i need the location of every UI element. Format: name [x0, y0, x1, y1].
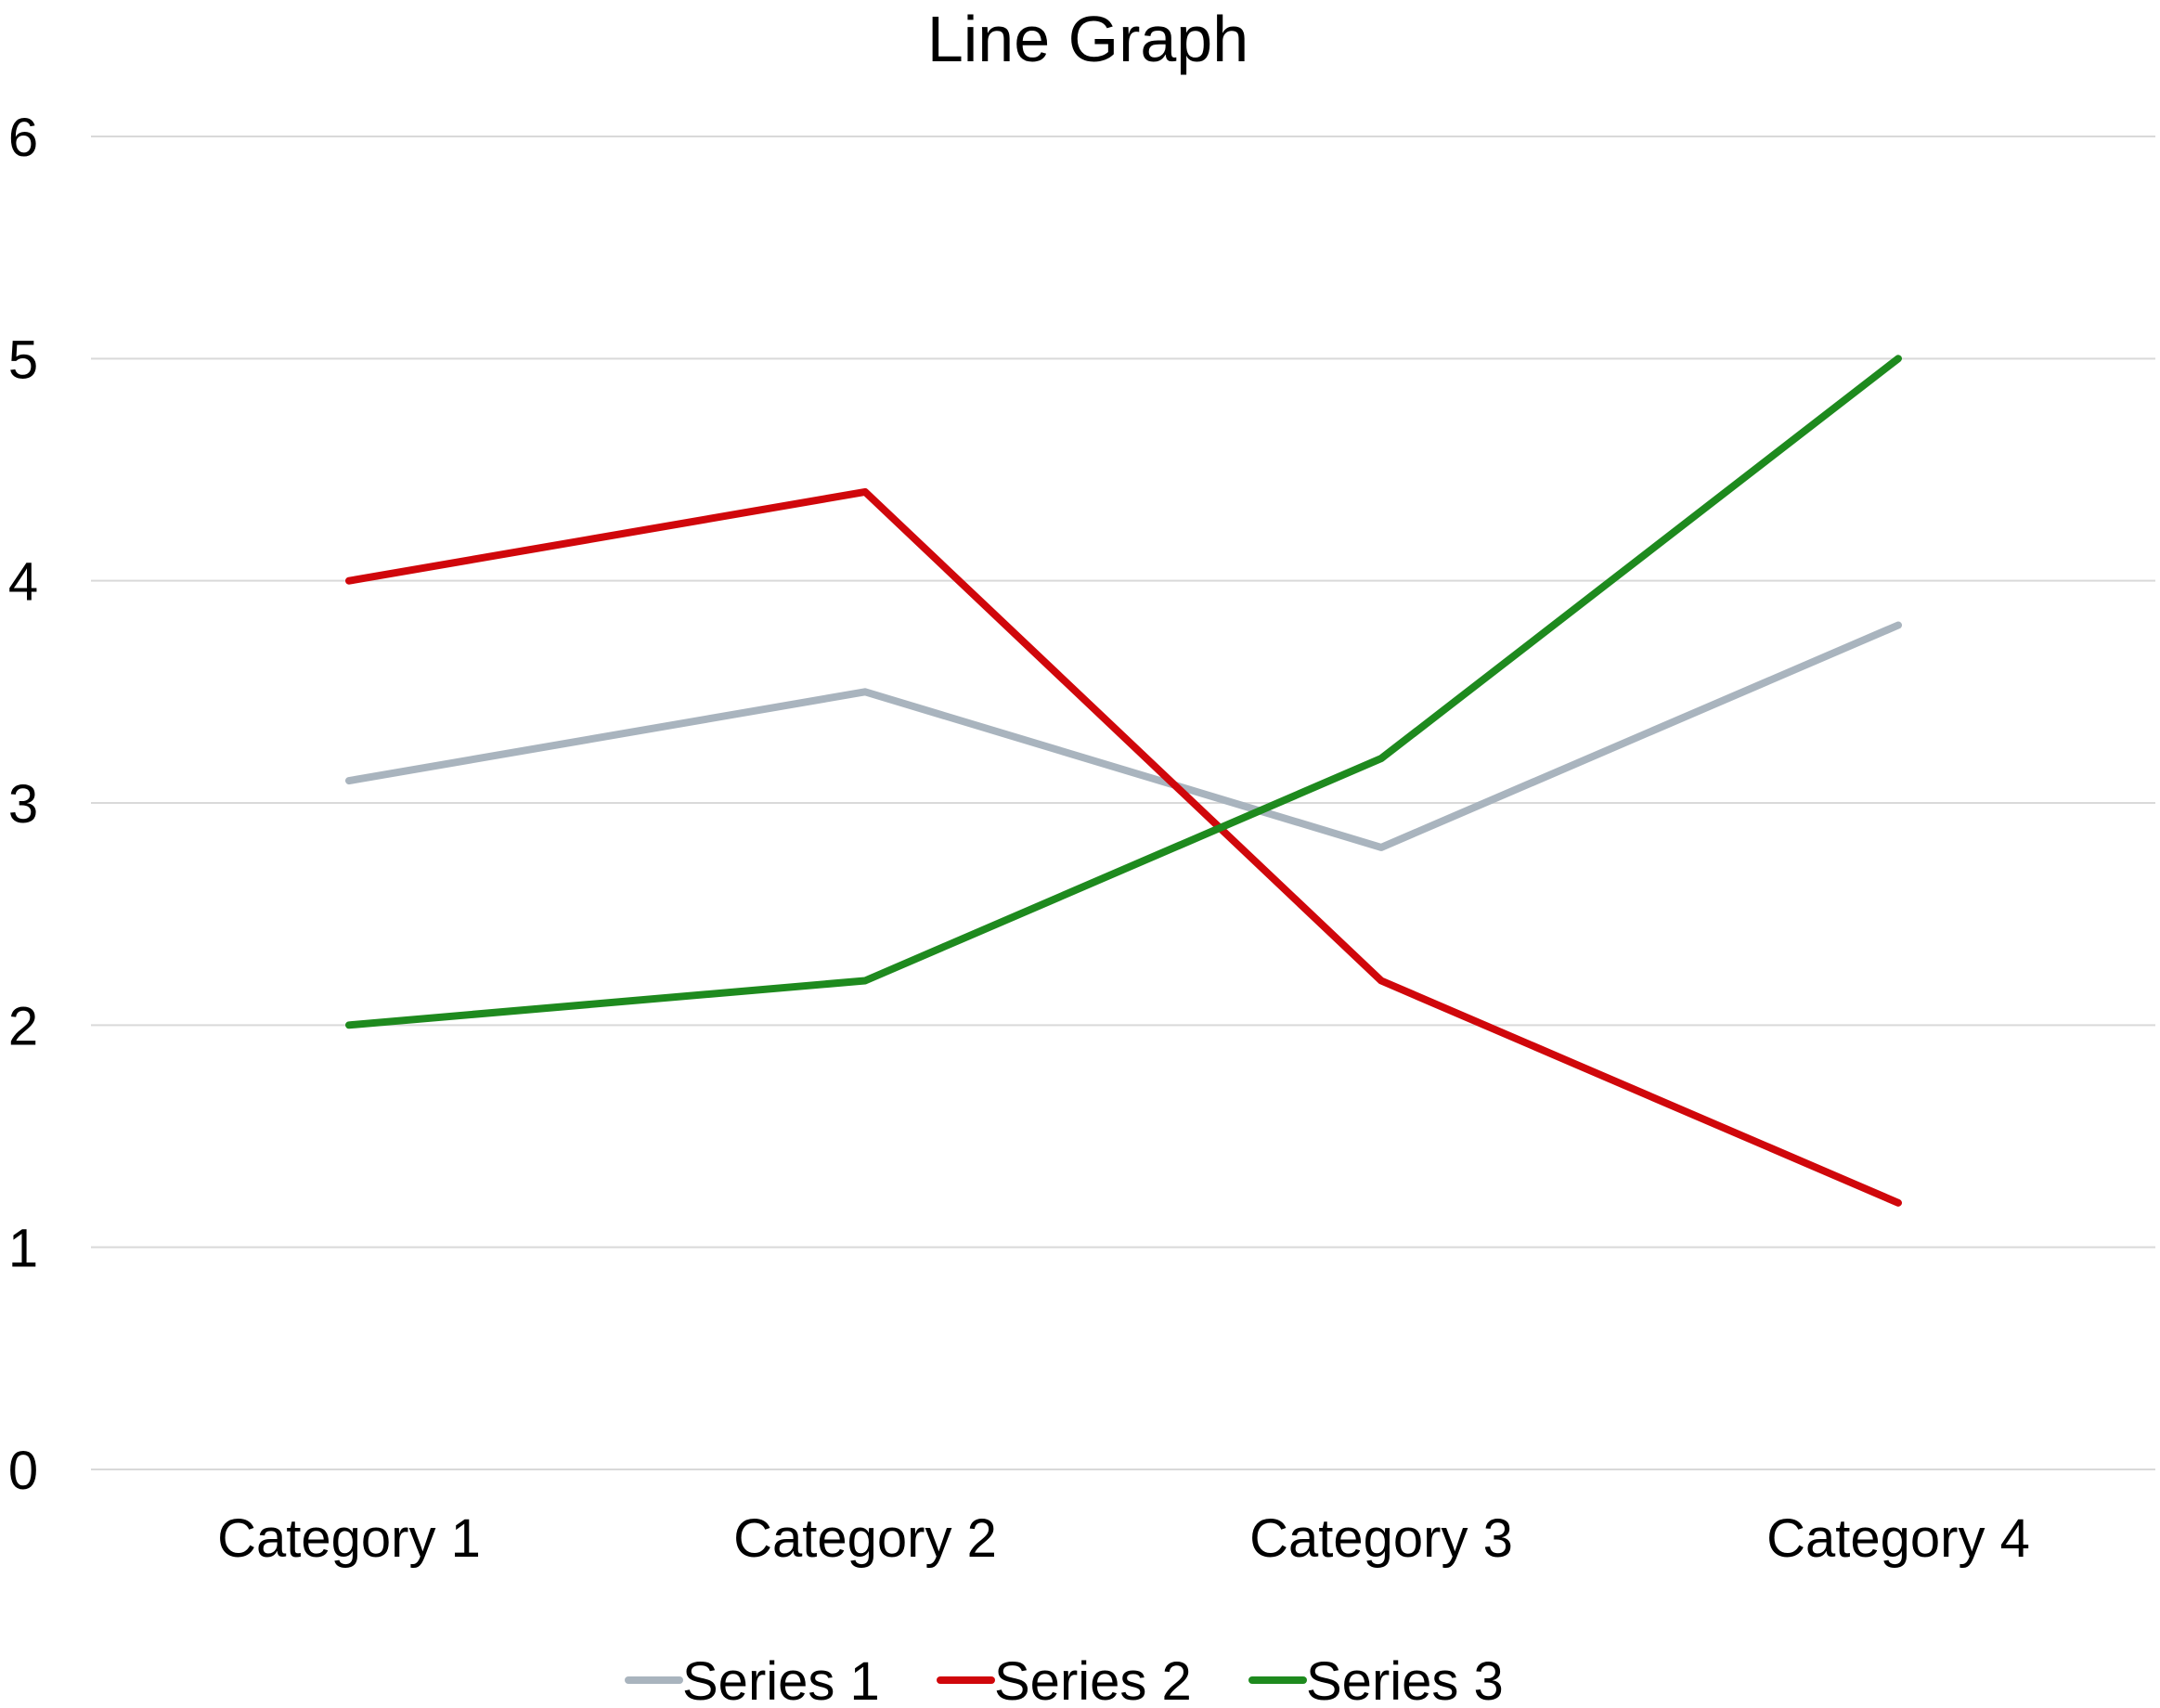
gridlines — [91, 136, 2155, 1470]
legend: Series 1 Series 2 Series 3 — [625, 1651, 1504, 1708]
series-line-1 — [345, 621, 1902, 851]
series-lines — [345, 355, 1902, 1207]
x-axis-tick-labels: Category 1 Category 2 Category 3 Category 4 — [217, 1508, 2030, 1569]
y-tick-label: 2 — [8, 996, 38, 1056]
y-tick-label: 5 — [8, 330, 38, 390]
x-tick-label: Category 2 — [733, 1508, 997, 1569]
x-tick-label: Category 1 — [217, 1508, 481, 1569]
legend-label: Series 1 — [682, 1651, 880, 1708]
series-line-2 — [345, 487, 1902, 1207]
y-tick-label: 1 — [8, 1219, 38, 1279]
chart-title: Line Graph — [927, 3, 1248, 75]
x-tick-label: Category 4 — [1766, 1508, 2030, 1569]
y-tick-label: 6 — [8, 108, 38, 168]
y-tick-label: 4 — [8, 552, 38, 613]
y-tick-label: 3 — [8, 774, 38, 835]
legend-label: Series 3 — [1306, 1651, 1504, 1708]
y-tick-label: 0 — [8, 1441, 38, 1501]
series-line-3 — [345, 355, 1902, 1029]
legend-label: Series 2 — [994, 1651, 1192, 1708]
y-axis-tick-labels: 0 1 2 3 4 5 6 — [8, 108, 38, 1501]
x-tick-label: Category 3 — [1249, 1508, 1513, 1569]
